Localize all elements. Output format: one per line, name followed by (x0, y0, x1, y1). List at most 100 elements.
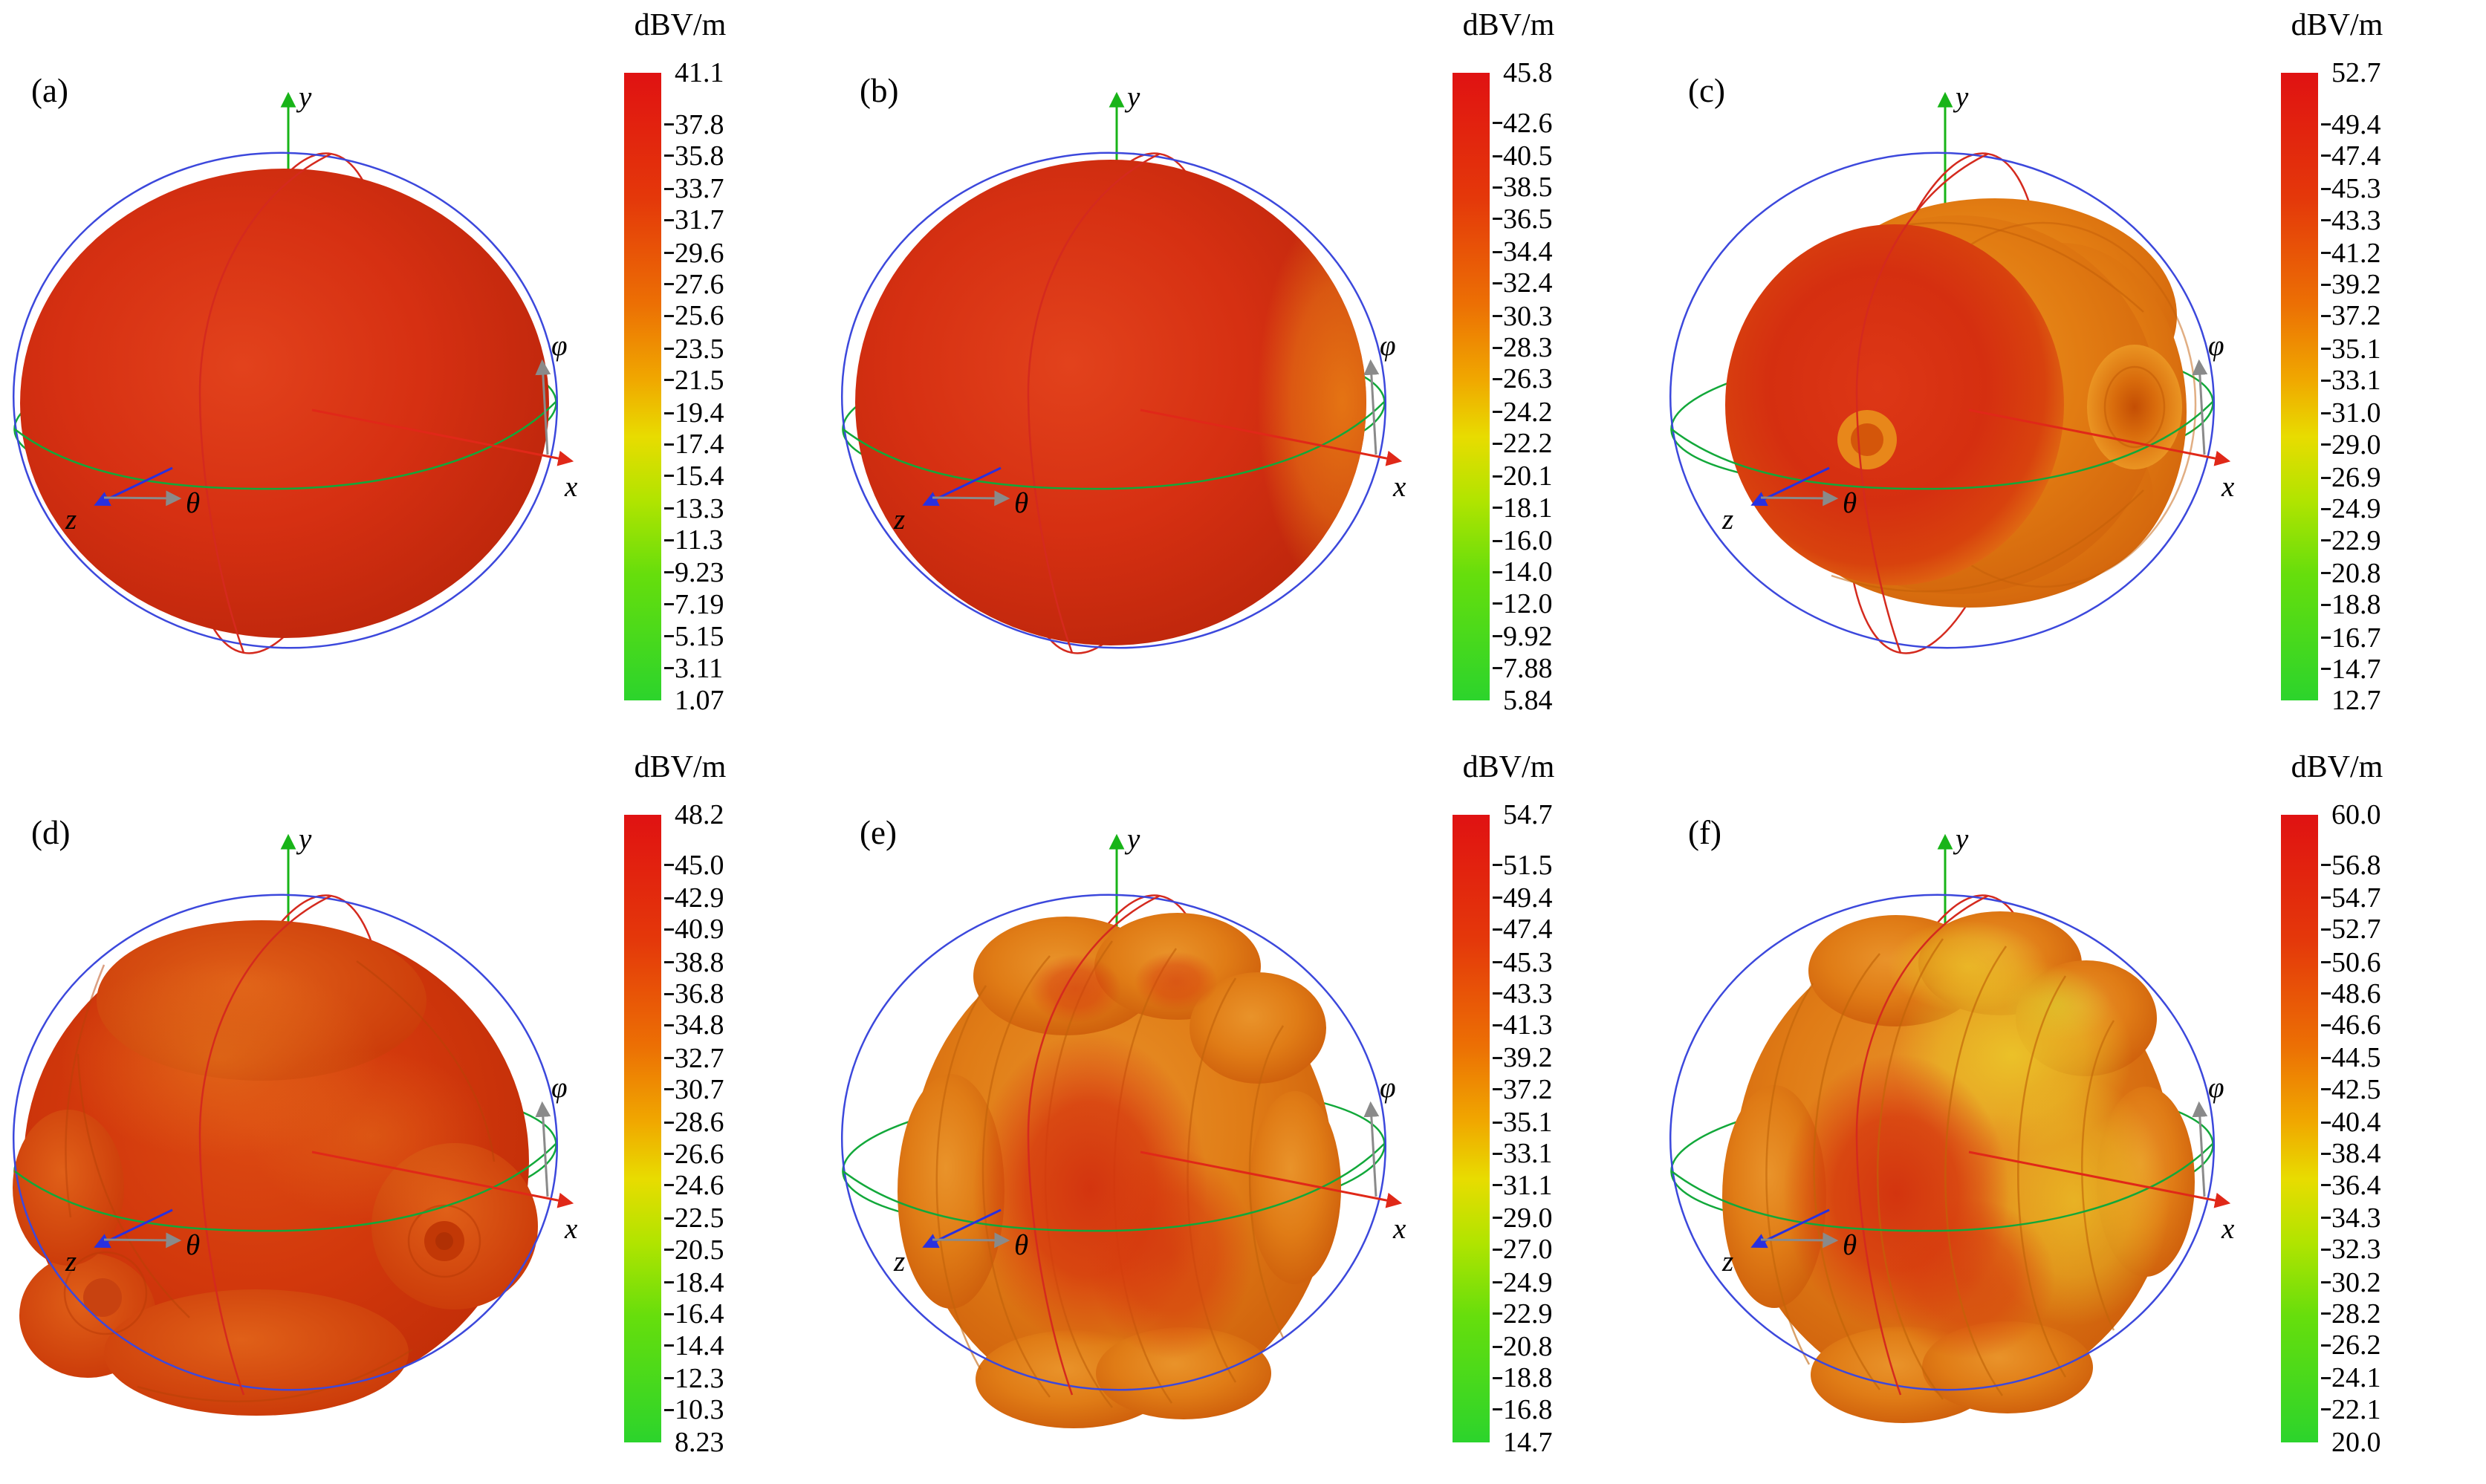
colorbar-gradient-bar (2281, 815, 2318, 1442)
panel-e: y x z θ φ (e) dBV/m 54.7 51.5 49.4 47.4 45.3… (828, 742, 1657, 1484)
colorbar-tick-mark (2321, 411, 2331, 414)
colorbar-tick-mark (1493, 1152, 1502, 1155)
colorbar-tick-mark (2321, 1344, 2331, 1347)
colorbar-tick-label: 37.2 (1503, 1073, 1553, 1105)
colorbar-tick-label: 31.1 (1503, 1169, 1553, 1201)
colorbar-tick-label: 7.19 (675, 588, 724, 620)
axes-and-guides-front: y x z θ φ (840, 81, 1406, 654)
colorbar-tick-mark (2321, 187, 2331, 190)
colorbar-tick-label: 22.5 (675, 1203, 724, 1234)
meridian-front-arc-red (1027, 894, 1161, 1396)
axes-and-guides-front: y x z θ φ (1669, 81, 2235, 654)
colorbar-tick-mark (2321, 219, 2331, 222)
panel-label-e: (e) (860, 814, 897, 851)
colorbar-tick-label: 22.2 (1503, 428, 1553, 460)
colorbar-tick-label: 34.8 (675, 1009, 724, 1041)
colorbar-tick-label: 48.6 (2331, 977, 2381, 1009)
colorbar-tick-mark (2321, 1217, 2331, 1220)
colorbar-tick-label: 27.0 (1503, 1234, 1553, 1266)
colorbar-tick-mark (2321, 507, 2331, 510)
colorbar-title: dBV/m (1462, 750, 1555, 784)
colorbar-tick-label: 38.5 (1503, 172, 1553, 204)
phi-arrow (2192, 359, 2208, 455)
colorbar-tick-label: 16.0 (1503, 525, 1553, 557)
axis-label-x: x (1392, 1213, 1406, 1245)
colorbar-tick-label: 36.8 (675, 978, 724, 1009)
colorbar-tick-label: 54.7 (2331, 882, 2381, 914)
colorbar-tick-label: 10.3 (675, 1394, 724, 1426)
colorbar-tick-label: 41.3 (1503, 1009, 1553, 1041)
colorbar-tick-label: 28.6 (675, 1107, 724, 1139)
great-circle-blue (840, 152, 1387, 649)
colorbar-tick-mark (2321, 668, 2331, 671)
axes-and-guides-front: y x z θ φ (12, 823, 578, 1396)
colorbar-e: dBV/m 54.7 51.5 49.4 47.4 45.3 43.3 41.3 39.2 37… (1444, 742, 1657, 1484)
colorbar-tick-label: 48.2 (675, 799, 724, 830)
colorbar-tick-mark (1493, 635, 1502, 638)
colorbar-tick-mark (2321, 314, 2331, 317)
colorbar-tick-mark (2321, 283, 2331, 286)
colorbar-tick-mark (1493, 1023, 1502, 1026)
axis-label-y: y (1953, 823, 1969, 855)
radiation-lobe (13, 920, 538, 1416)
colorbar-tick-mark (2321, 1248, 2331, 1251)
colorbar-tick-mark (1493, 1088, 1502, 1091)
colorbar-tick-mark (1493, 928, 1502, 931)
panel-f: y x z θ φ (f) dBV/m 60.0 56.8 54.7 52.7 50.6… (1657, 742, 2486, 1484)
colorbar-tick-label: 41.2 (2331, 237, 2381, 269)
colorbar-tick-label: 5.84 (1503, 685, 1553, 716)
colorbar-tick-mark (2321, 476, 2331, 479)
colorbar-tick-mark (2321, 1023, 2331, 1026)
panel-label-b: (b) (860, 72, 899, 109)
colorbar-tick-label: 40.5 (1503, 140, 1553, 172)
colorbar-c: dBV/m 52.7 49.4 47.4 45.3 43.3 41.2 39.2 37.2 35… (2272, 0, 2486, 742)
colorbar-b: dBV/m 45.8 42.6 40.5 38.5 36.5 34.4 32.4 30.3 28… (1444, 0, 1657, 742)
colorbar-tick-label: 20.8 (2331, 557, 2381, 589)
colorbar-tick-label: 34.3 (2331, 1202, 2381, 1234)
colorbar-tick-label: 24.6 (675, 1169, 724, 1201)
colorbar-tick-mark (1493, 507, 1502, 510)
colorbar-tick-label: 34.4 (1503, 236, 1553, 268)
colorbar-tick-label: 32.4 (1503, 267, 1553, 299)
colorbar-tick-mark (2321, 348, 2331, 351)
phi-arrow (535, 359, 551, 455)
colorbar-tick-label: 24.9 (1503, 1266, 1553, 1298)
colorbar-tick-mark (1493, 896, 1502, 899)
equator-front-arc-green (843, 401, 1385, 490)
colorbar-tick-mark (1493, 281, 1502, 284)
pattern-plot-c: y x z θ φ (1669, 81, 2235, 654)
colorbar-tick-label: 25.6 (675, 300, 724, 332)
colorbar-tick-label: 27.6 (675, 268, 724, 300)
colorbar-tick-mark (2321, 896, 2331, 899)
meridian-front-arc-red (1855, 894, 1989, 1396)
colorbar-tick-mark (664, 961, 674, 964)
colorbar-tick-label: 18.4 (675, 1266, 724, 1298)
panel-label-f: (f) (1688, 814, 1721, 851)
colorbar-tick-mark (2321, 379, 2331, 382)
colorbar-tick-mark (664, 538, 674, 541)
x-axis-arrow (1140, 409, 1403, 466)
colorbar-tick-label: 46.6 (2331, 1009, 2381, 1041)
colorbar-tick-mark (664, 1281, 674, 1284)
colorbar-tick-label: 32.7 (675, 1042, 724, 1074)
colorbar-tick-mark (1493, 315, 1502, 318)
colorbar-gradient-bar (624, 815, 661, 1442)
colorbar-tick-mark (1493, 218, 1502, 221)
colorbar-tick-mark (664, 411, 674, 414)
colorbar-tick-label: 37.8 (675, 108, 724, 140)
colorbar-tick-label: 12.7 (2331, 685, 2381, 716)
colorbar-tick-mark (1493, 961, 1502, 964)
axis-label-phi: φ (1380, 1072, 1396, 1104)
colorbar-tick-mark (664, 1249, 674, 1252)
colorbar-tick-mark (664, 1217, 674, 1220)
equator-front-arc-green (14, 401, 556, 490)
colorbar-tick-label: 22.1 (2331, 1393, 2381, 1425)
colorbar-tick-mark (2321, 1056, 2331, 1059)
colorbar-tick-mark (664, 252, 674, 255)
colorbar-tick-mark (2321, 1312, 2331, 1315)
colorbar-tick-mark (2321, 1184, 2331, 1187)
axes-and-guides-front: y x z θ φ (12, 81, 578, 654)
colorbar-tick-label: 24.9 (2331, 493, 2381, 525)
colorbar-tick-mark (1493, 1217, 1502, 1220)
colorbar-tick-mark (664, 1408, 674, 1411)
